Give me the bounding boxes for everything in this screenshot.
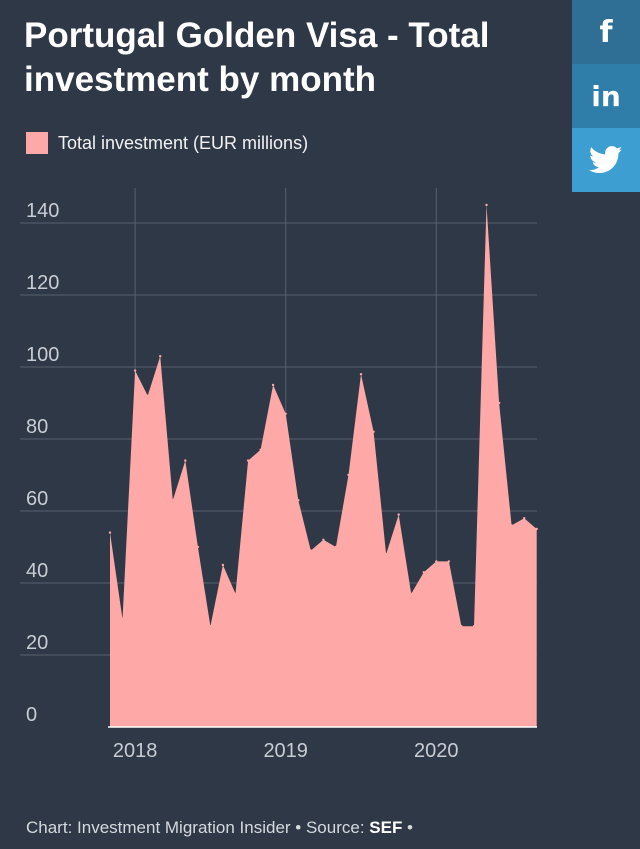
data-point (196, 545, 200, 549)
twitter-share-button[interactable] (572, 128, 640, 192)
data-point (422, 571, 425, 574)
y-tick-label: 140 (26, 200, 59, 222)
data-point (209, 625, 212, 628)
y-tick-label: 60 (26, 488, 48, 510)
data-point (535, 527, 538, 531)
footer-source[interactable]: SEF (369, 818, 403, 837)
twitter-bird-icon (589, 146, 623, 174)
data-point (246, 459, 250, 462)
data-point (121, 617, 124, 621)
y-tick-label: 100 (26, 344, 59, 366)
y-tick-label: 80 (26, 416, 48, 438)
data-point (271, 383, 275, 387)
linkedin-icon: in (591, 79, 621, 113)
chart-footer: Chart: Investment Migration Insider • So… (26, 818, 413, 838)
data-point (234, 592, 237, 595)
share-bar: f in (572, 0, 640, 192)
data-point (334, 545, 338, 549)
data-point (485, 203, 488, 207)
x-tick-label: 2019 (263, 740, 308, 762)
data-point (497, 401, 501, 405)
data-point (510, 524, 513, 527)
facebook-share-button[interactable]: f (572, 0, 640, 64)
x-tick-label: 2020 (414, 740, 459, 762)
data-point (460, 625, 463, 628)
data-point (108, 531, 112, 534)
data-point (297, 499, 300, 502)
data-point (359, 373, 363, 376)
legend-label: Total investment (EUR millions) (58, 132, 309, 153)
facebook-icon: f (599, 14, 613, 50)
data-point (472, 625, 476, 628)
data-point (523, 517, 526, 520)
y-tick-label: 40 (26, 560, 48, 582)
area-series (110, 205, 537, 727)
data-point (146, 394, 149, 397)
data-point (259, 448, 262, 451)
data-point (133, 369, 137, 372)
legend-swatch (26, 132, 48, 154)
data-point (372, 430, 375, 433)
data-point (159, 355, 162, 358)
footer-suffix: • (402, 818, 414, 837)
data-point (447, 560, 451, 563)
data-point (384, 553, 388, 556)
data-point (221, 563, 225, 567)
y-tick-label: 120 (26, 272, 59, 294)
chart-title: Portugal Golden Visa - Total investment … (24, 16, 490, 99)
data-point (322, 538, 325, 541)
data-point (171, 499, 174, 502)
linkedin-share-button[interactable]: in (572, 64, 640, 128)
data-point (410, 592, 413, 595)
data-point (284, 412, 287, 415)
data-point (397, 513, 400, 516)
data-point (435, 560, 438, 563)
y-tick-label: 0 (26, 704, 37, 726)
data-point (309, 549, 312, 552)
x-tick-label: 2018 (113, 740, 158, 762)
data-point (184, 459, 187, 462)
data-point (347, 473, 350, 477)
footer-credit: Chart: Investment Migration Insider • So… (26, 818, 370, 837)
y-tick-label: 20 (26, 632, 48, 654)
legend: Total investment (EUR millions) (26, 132, 308, 154)
